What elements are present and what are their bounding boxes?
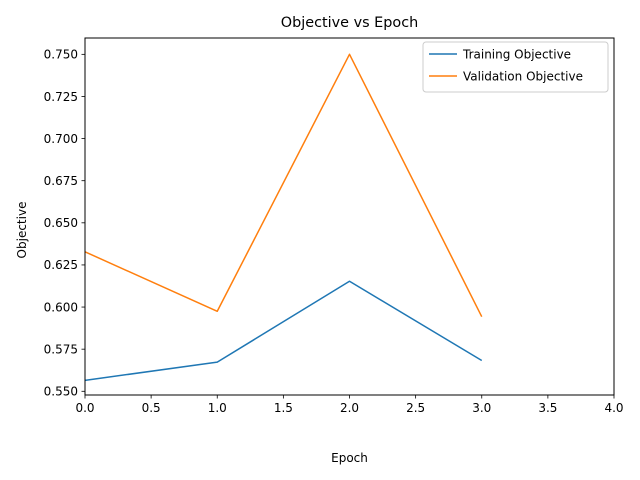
y-tick-label: 0.725 [44, 90, 78, 104]
legend-label: Training Objective [462, 48, 571, 62]
x-tick-label: 2.0 [340, 401, 359, 415]
x-tick-label: 3.0 [472, 401, 491, 415]
y-tick-label: 0.650 [44, 216, 78, 230]
series-line-1 [84, 53, 483, 317]
chart-title: Objective vs Epoch [281, 15, 418, 31]
x-tick-label: 1.5 [274, 401, 293, 415]
series-line-0 [84, 280, 483, 382]
x-tick-label: 1.0 [208, 401, 227, 415]
y-tick-label: 0.550 [44, 385, 78, 399]
x-tick-label: 0.0 [75, 401, 94, 415]
x-tick-label: 2.5 [406, 401, 425, 415]
y-tick-label: 0.675 [44, 174, 78, 188]
x-axis-title: Epoch [331, 451, 368, 465]
y-tick-label: 0.600 [44, 300, 78, 314]
x-tick-label: 4.0 [604, 401, 623, 415]
y-tick-label: 0.625 [44, 258, 78, 272]
y-tick-label: 0.575 [44, 342, 78, 356]
x-axis: 0.0 0.5 1.0 1.5 2.0 2.5 3.0 3.5 4.0 [75, 395, 624, 415]
series-layer [84, 53, 483, 382]
y-axis-title: Objective [15, 202, 29, 259]
y-tick-label: 0.700 [44, 132, 78, 146]
y-tick-label: 0.750 [44, 48, 78, 62]
legend: Training Objective Validation Objective [422, 41, 609, 93]
x-tick-label: 0.5 [142, 401, 161, 415]
x-tick-label: 3.5 [538, 401, 557, 415]
legend-box [422, 41, 609, 93]
y-axis: 0.550 0.575 0.600 0.625 0.650 0.675 0.700 0.725… [44, 48, 85, 399]
legend-label: Validation Objective [463, 70, 583, 84]
